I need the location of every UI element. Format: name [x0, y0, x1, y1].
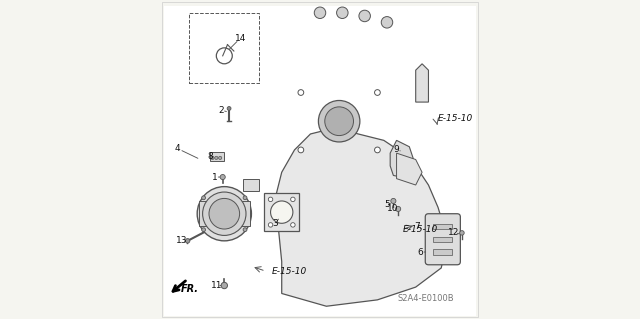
- Circle shape: [220, 174, 225, 180]
- Text: E-15-10: E-15-10: [403, 225, 438, 234]
- Circle shape: [314, 7, 326, 19]
- Circle shape: [337, 7, 348, 19]
- Text: 1: 1: [212, 173, 218, 182]
- Bar: [240, 201, 250, 226]
- Text: 6: 6: [418, 248, 424, 256]
- Circle shape: [291, 197, 295, 202]
- Circle shape: [203, 192, 246, 235]
- Circle shape: [359, 10, 371, 22]
- Circle shape: [227, 107, 231, 110]
- Polygon shape: [275, 128, 447, 306]
- Text: 3: 3: [273, 219, 278, 228]
- Text: 5: 5: [384, 200, 390, 209]
- Circle shape: [298, 90, 304, 95]
- Text: 9: 9: [394, 145, 399, 154]
- FancyBboxPatch shape: [264, 193, 300, 231]
- Circle shape: [460, 231, 464, 235]
- Text: 11: 11: [211, 281, 222, 290]
- Text: 14: 14: [235, 34, 246, 43]
- Text: 13: 13: [175, 236, 187, 245]
- FancyBboxPatch shape: [425, 214, 460, 265]
- Circle shape: [186, 239, 190, 243]
- Text: 8: 8: [207, 152, 213, 161]
- Circle shape: [396, 206, 401, 211]
- Bar: [210, 152, 224, 161]
- Circle shape: [391, 198, 396, 204]
- Bar: [243, 179, 259, 191]
- Text: S2A4-E0100B: S2A4-E0100B: [397, 294, 454, 303]
- Polygon shape: [397, 153, 422, 185]
- Text: 4: 4: [174, 144, 180, 153]
- Circle shape: [268, 223, 273, 227]
- Circle shape: [243, 228, 247, 232]
- Bar: [433, 237, 452, 242]
- Circle shape: [271, 201, 293, 223]
- Circle shape: [197, 187, 252, 241]
- Circle shape: [291, 223, 295, 227]
- Text: 7: 7: [415, 222, 420, 231]
- Circle shape: [324, 107, 353, 136]
- Polygon shape: [390, 140, 416, 179]
- Circle shape: [209, 198, 239, 229]
- Text: 2: 2: [218, 106, 224, 115]
- Polygon shape: [416, 64, 428, 102]
- Text: E-15-10: E-15-10: [272, 267, 307, 276]
- Circle shape: [202, 196, 205, 200]
- Circle shape: [218, 156, 221, 160]
- Circle shape: [374, 147, 380, 153]
- Circle shape: [221, 282, 227, 289]
- Text: 10: 10: [387, 204, 398, 213]
- Circle shape: [211, 156, 214, 160]
- Bar: [199, 201, 209, 226]
- Text: E-15-10: E-15-10: [438, 114, 474, 122]
- Circle shape: [215, 156, 218, 160]
- Bar: [433, 249, 452, 255]
- Circle shape: [374, 90, 380, 95]
- Circle shape: [202, 228, 205, 232]
- Bar: [189, 13, 259, 83]
- Circle shape: [381, 17, 393, 28]
- Text: 12: 12: [448, 228, 460, 237]
- Circle shape: [243, 196, 247, 200]
- Circle shape: [298, 147, 304, 153]
- Circle shape: [319, 100, 360, 142]
- FancyBboxPatch shape: [164, 6, 476, 316]
- Bar: [433, 224, 452, 229]
- Circle shape: [268, 197, 273, 202]
- Text: FR.: FR.: [181, 284, 199, 294]
